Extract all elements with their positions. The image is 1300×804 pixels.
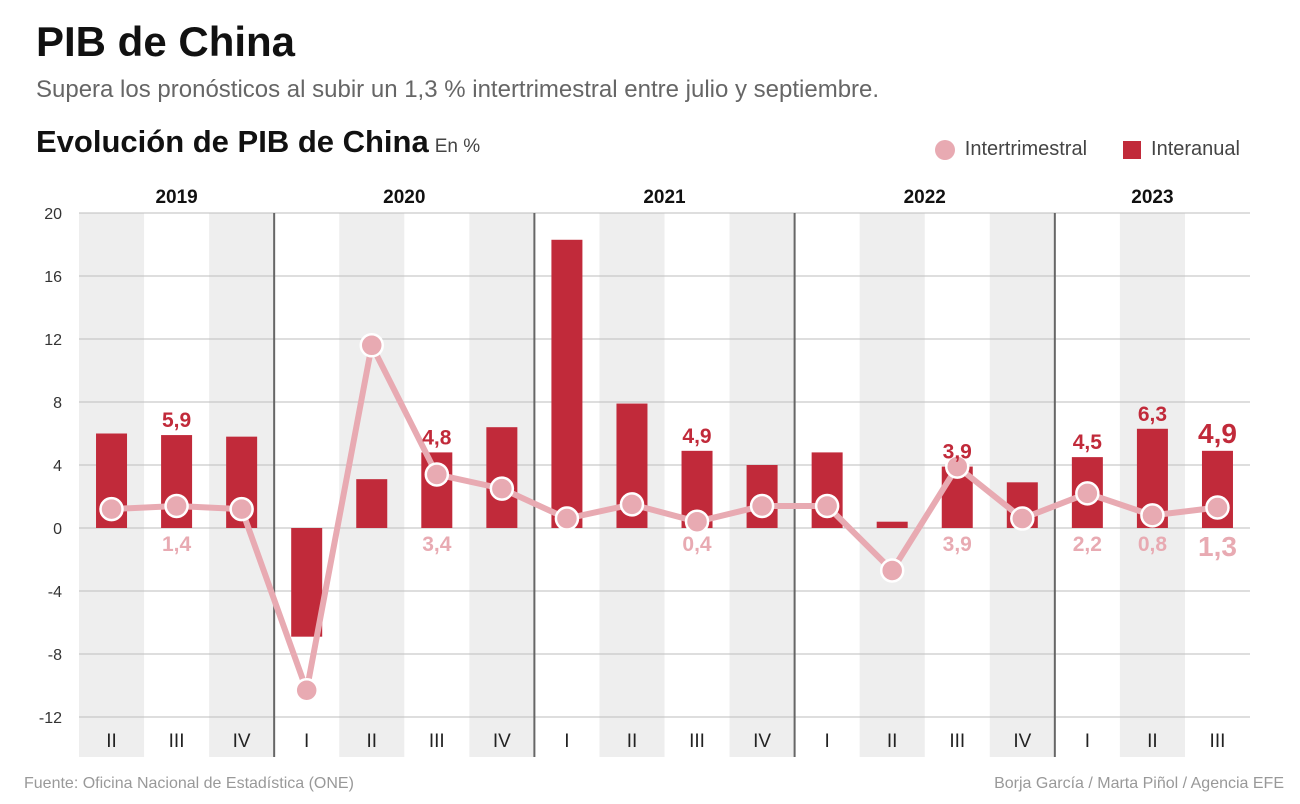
year-label: 2021 (643, 187, 686, 208)
legend-label-intertrimestral: Intertrimestral (964, 138, 1088, 160)
year-label: 2022 (904, 187, 946, 208)
circle-marker-icon (934, 139, 955, 160)
bar-interanual (291, 528, 323, 637)
point-intertrimestral (879, 558, 905, 583)
bar-data-label: 3,9 (943, 441, 972, 464)
line-data-label: 1,4 (162, 533, 192, 556)
point-intertrimestral (1205, 495, 1230, 520)
point-intertrimestral (424, 462, 450, 487)
x-tick-label: III (429, 731, 445, 752)
bar-data-label: 5,9 (162, 409, 191, 432)
line-data-label: 2,2 (1073, 533, 1102, 556)
y-tick-label: 0 (53, 521, 62, 538)
bar-interanual (876, 521, 908, 528)
point-intertrimestral (554, 506, 580, 531)
x-tick-label: I (1085, 731, 1090, 752)
legend-label-interanual: Interanual (1151, 138, 1240, 160)
square-marker-icon (1123, 140, 1142, 159)
y-tick-label: 16 (44, 269, 62, 286)
bar-data-label: 4,8 (422, 426, 452, 449)
legend: Intertrimestral Interanual (934, 138, 1240, 161)
point-intertrimestral (359, 333, 384, 358)
year-label: 2019 (155, 187, 197, 208)
x-tick-label: II (1147, 731, 1158, 752)
y-tick-label: 12 (44, 332, 62, 349)
x-tick-label: I (824, 731, 829, 752)
year-label: 2023 (1131, 187, 1173, 208)
point-intertrimestral (1075, 481, 1100, 506)
x-tick-label: III (949, 731, 965, 752)
y-tick-label: 4 (53, 458, 62, 475)
bar-data-label: 4,9 (1198, 418, 1237, 449)
x-tick-label: I (304, 731, 309, 752)
point-intertrimestral (814, 493, 840, 519)
quarter-band (859, 213, 925, 757)
y-tick-label: -8 (48, 647, 62, 664)
point-intertrimestral (489, 476, 515, 501)
point-intertrimestral (684, 509, 710, 534)
legend-item-intertrimestral: Intertrimestral (934, 138, 1088, 161)
y-tick-label: 8 (53, 395, 62, 412)
point-intertrimestral (294, 677, 319, 703)
bar-data-label: 4,5 (1073, 431, 1103, 454)
bar-data-label: 6,3 (1138, 403, 1167, 426)
y-tick-label: -12 (39, 710, 62, 727)
x-tick-label: IV (233, 731, 251, 752)
page-subtitle: Supera los pronósticos al subir un 1,3 %… (36, 76, 880, 103)
line-data-label: 0,4 (682, 533, 712, 556)
unit-label: En % (434, 136, 481, 157)
x-tick-label: II (627, 731, 638, 752)
point-intertrimestral (1140, 503, 1165, 528)
bar-interanual (356, 479, 388, 528)
point-intertrimestral (749, 493, 775, 519)
bar-interanual (551, 239, 583, 528)
y-tick-label: -4 (48, 584, 62, 601)
source-note: Fuente: Oficina Nacional de Estadística … (24, 775, 354, 792)
x-tick-label: III (689, 731, 705, 752)
bar-data-label: 4,9 (682, 425, 711, 448)
y-tick-label: 20 (44, 206, 62, 223)
page-title: PIB de China (36, 18, 296, 65)
line-data-label: 3,4 (422, 533, 452, 556)
x-tick-label: III (1210, 731, 1226, 752)
chart-title: Evolución de PIB de China En % (36, 124, 480, 160)
line-data-label: 3,9 (943, 533, 972, 556)
chart-title-text: Evolución de PIB de China (36, 124, 429, 159)
line-data-label: 0,8 (1138, 533, 1168, 556)
credit-note: Borja García / Marta Piñol / Agencia EFE (994, 775, 1284, 792)
x-tick-label: IV (753, 731, 771, 752)
x-tick-label: III (169, 731, 185, 752)
legend-item-interanual: Interanual (1123, 138, 1240, 161)
point-intertrimestral (164, 493, 189, 519)
point-intertrimestral (619, 492, 645, 517)
point-intertrimestral (229, 496, 254, 522)
x-tick-label: II (366, 731, 377, 752)
x-tick-label: II (887, 731, 898, 752)
year-label: 2020 (383, 187, 425, 208)
line-data-label: 1,3 (1198, 531, 1237, 562)
x-tick-label: II (106, 731, 117, 752)
point-intertrimestral (99, 496, 124, 522)
point-intertrimestral (945, 454, 970, 479)
x-tick-label: IV (1013, 731, 1031, 752)
x-tick-label: I (564, 731, 569, 752)
point-intertrimestral (1010, 506, 1035, 531)
x-tick-label: IV (493, 731, 511, 752)
